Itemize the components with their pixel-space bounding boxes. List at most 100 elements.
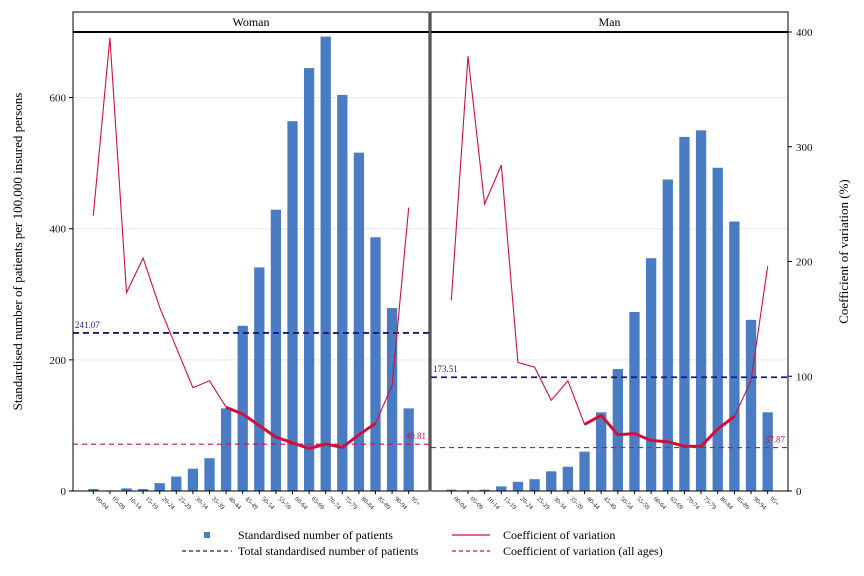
bar — [762, 412, 773, 491]
bar — [729, 221, 740, 491]
x-tick-label: 20-24 — [160, 495, 176, 511]
y-axis-title: Standardised number of patients per 100,… — [10, 93, 25, 411]
bar — [446, 489, 457, 491]
panel-title: Woman — [232, 15, 269, 29]
y2-tick-label: 0 — [796, 486, 802, 498]
bar — [695, 130, 707, 491]
bar — [403, 408, 414, 491]
x-tick-label: 25-29 — [177, 495, 193, 511]
x-tick-label: 30-34 — [193, 495, 209, 511]
bar — [187, 468, 199, 491]
bar — [386, 308, 398, 491]
bar — [254, 267, 265, 491]
bar — [287, 121, 298, 492]
bar — [712, 167, 723, 492]
x-tick-label: 80-84 — [359, 495, 375, 511]
x-tick-label: 05-09 — [469, 495, 485, 511]
y-tick-label: 200 — [50, 355, 67, 367]
bar — [562, 466, 574, 491]
x-tick-label: 85-89 — [376, 495, 392, 511]
legend: Standardised number of patients Coefficie… — [182, 528, 663, 558]
x-tick-label: 90-94 — [393, 495, 409, 511]
bar — [121, 488, 132, 491]
x-tick-label: 35-39 — [568, 495, 584, 511]
x-tick-label: 75-79 — [702, 495, 718, 511]
bar — [512, 481, 524, 491]
panel-title: Man — [599, 15, 621, 29]
bar — [137, 489, 149, 491]
x-tick-label: 45-49 — [243, 495, 259, 511]
bar — [237, 325, 248, 491]
x-tick-label: 65-69 — [668, 495, 684, 511]
y-tick-label: 600 — [50, 93, 67, 105]
x-tick-label: 10-14 — [485, 495, 501, 511]
y-tick-label: 400 — [50, 224, 67, 236]
bar — [546, 471, 557, 491]
bar — [220, 408, 232, 491]
y2-axis-title: Coefficient of variation (%) — [836, 179, 851, 324]
x-tick-label: 15-19 — [502, 495, 518, 511]
x-tick-label: 35-39 — [210, 495, 226, 511]
x-tick-label: 25-29 — [535, 495, 551, 511]
bar — [154, 483, 165, 491]
bar — [629, 311, 640, 491]
y2-tick-label: 200 — [796, 257, 813, 269]
cv-lines — [92, 37, 769, 450]
x-tick-label: 65-69 — [310, 495, 326, 511]
cv-line-bold-segment — [225, 405, 377, 450]
x-tick-label: 55-59 — [276, 495, 292, 511]
bars — [88, 36, 773, 492]
bar — [270, 209, 282, 491]
x-tick-label: 40-44 — [227, 495, 243, 511]
legend-label: Coefficient of variation (all ages) — [503, 544, 663, 558]
y2-tick-label: 100 — [796, 371, 813, 383]
bar — [320, 36, 331, 492]
bar — [479, 489, 490, 491]
x-tick-label: 75-79 — [343, 495, 359, 511]
reference-line-label: 40.81 — [406, 431, 426, 441]
bar — [529, 479, 540, 491]
x-tick-label: 10-14 — [127, 495, 143, 511]
axes — [69, 12, 792, 494]
bar — [496, 486, 507, 491]
bar — [353, 152, 365, 491]
x-tick-label: 60-64 — [652, 495, 668, 511]
bar — [612, 369, 623, 491]
legend-marker-square — [204, 532, 210, 538]
bar — [303, 68, 315, 492]
bar — [645, 258, 657, 491]
bar — [679, 136, 690, 491]
x-tick-label: 55-59 — [635, 495, 651, 511]
bar — [171, 476, 182, 491]
cv-line-bold-segment — [583, 413, 736, 448]
bar — [579, 451, 590, 491]
bar — [596, 412, 607, 491]
x-tick-label: 70-74 — [685, 495, 701, 511]
reference-line-label: 241.07 — [75, 320, 100, 330]
x-tick-label: 90-94 — [752, 495, 768, 511]
x-tick-label: 85-89 — [735, 495, 751, 511]
legend-label: Total standardised number of patients — [238, 544, 419, 558]
reference-line-label: 173.51 — [433, 364, 458, 374]
x-tick-label: 05-09 — [110, 495, 126, 511]
chart-frame — [72, 11, 789, 33]
x-tick-label: 15-19 — [144, 495, 160, 511]
x-tick-label: 00-04 — [94, 495, 110, 511]
legend-label: Standardised number of patients — [238, 528, 393, 542]
x-tick-label: 95+ — [409, 495, 421, 507]
reference-lines — [73, 332, 788, 449]
bar — [204, 458, 215, 491]
x-tick-label: 50-54 — [260, 495, 276, 511]
reference-line-label: 37.87 — [765, 435, 786, 445]
x-tick-label: 60-64 — [293, 495, 309, 511]
x-tick-label: 70-74 — [326, 495, 342, 511]
x-tick-label: 45-49 — [602, 495, 618, 511]
x-tick-label: 50-54 — [618, 495, 634, 511]
x-tick-label: 95+ — [768, 495, 780, 507]
x-tick-label: 30-34 — [552, 495, 568, 511]
y2-tick-label: 400 — [796, 27, 813, 39]
bar — [88, 489, 99, 491]
x-tick-label: 40-44 — [585, 495, 601, 511]
y-tick-label: 0 — [61, 486, 67, 498]
